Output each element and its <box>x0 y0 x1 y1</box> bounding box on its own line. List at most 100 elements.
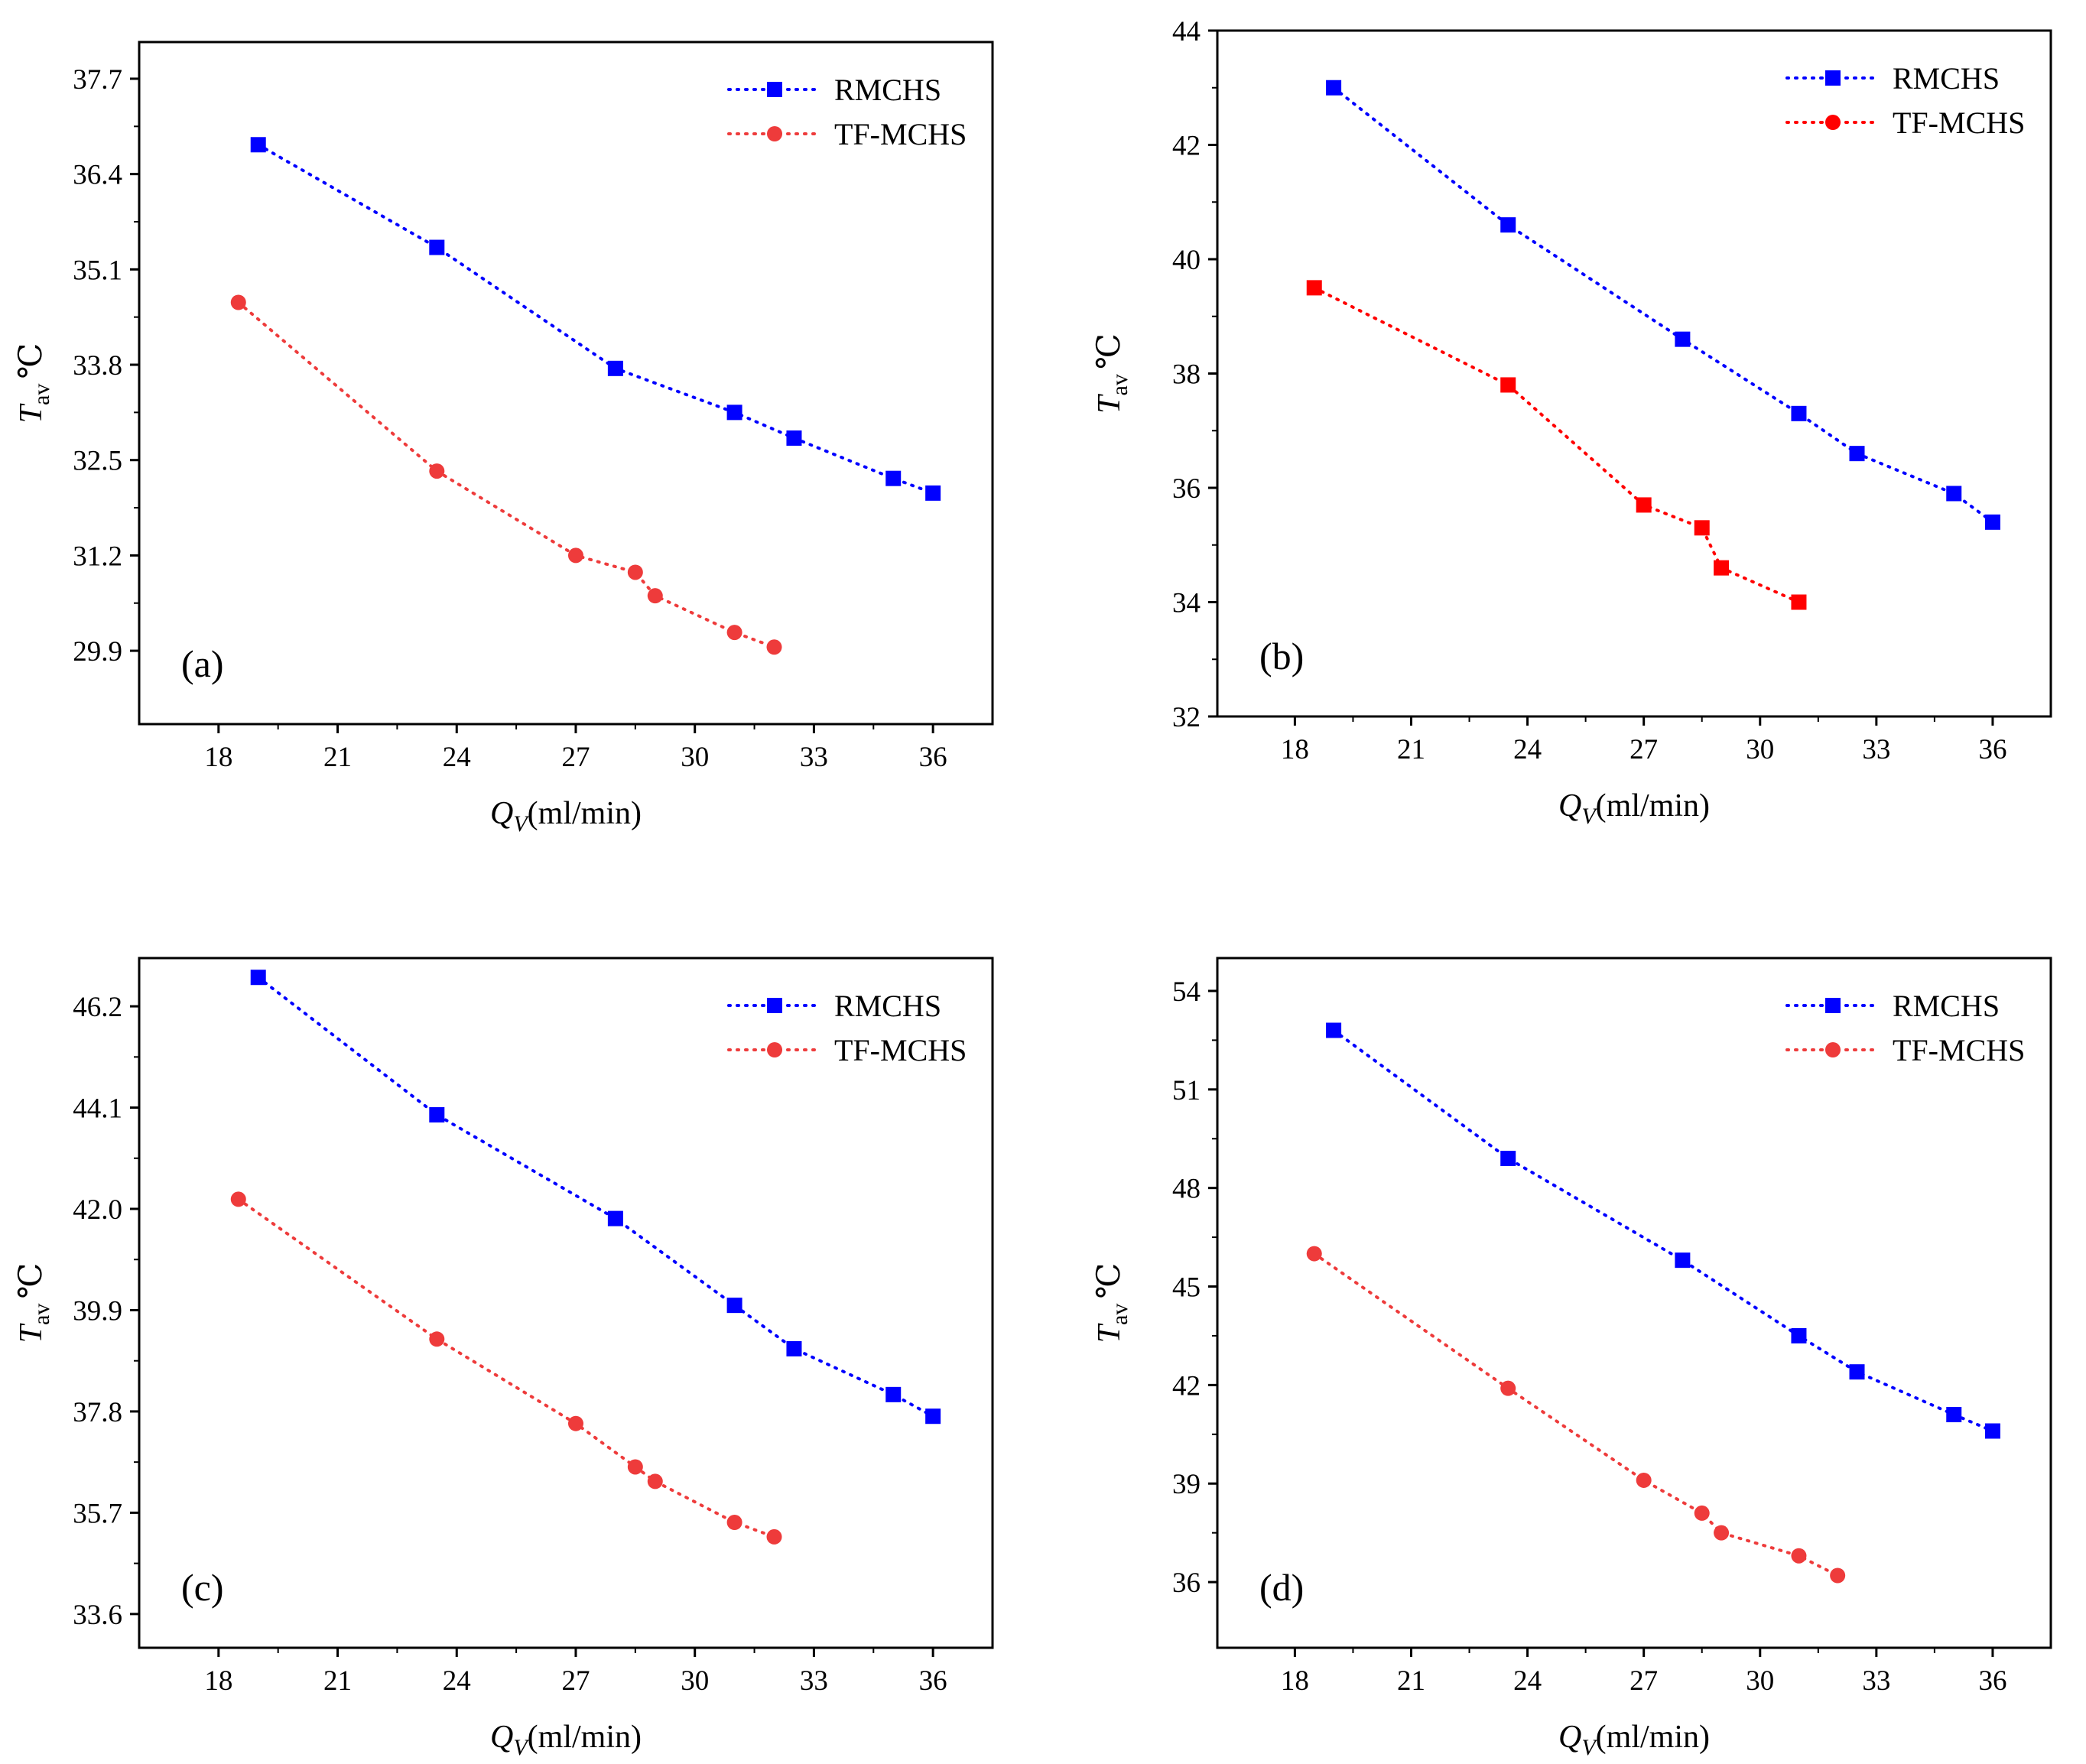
data-point-circle <box>726 625 742 641</box>
series-tf-mchs <box>230 294 782 655</box>
plot-frame <box>1216 957 2052 1649</box>
data-point-circle <box>429 1331 445 1347</box>
legend-marker <box>1825 1042 1841 1057</box>
y-axis-title: Tav℃ <box>1092 333 1132 414</box>
y-tick-label: 37.8 <box>73 1397 122 1428</box>
data-point-square <box>1946 1407 1962 1423</box>
y-tick-label: 36 <box>1172 1567 1201 1599</box>
x-tick-label: 18 <box>1281 734 1309 765</box>
x-tick-label: 33 <box>800 1665 828 1697</box>
data-point-square <box>1500 377 1516 393</box>
x-tick-label: 36 <box>919 742 947 773</box>
data-point-circle <box>230 1191 246 1207</box>
legend-marker <box>1825 998 1841 1013</box>
y-tick-label: 33.6 <box>73 1600 122 1631</box>
y-tick-label: 45 <box>1172 1272 1201 1304</box>
y-axis-title: Tav℃ <box>1092 1263 1132 1343</box>
data-point-square <box>1694 520 1710 536</box>
data-point-square <box>1849 446 1865 462</box>
y-tick-label: 34 <box>1172 588 1201 619</box>
data-point-circle <box>1306 1246 1322 1262</box>
data-point-square <box>1714 560 1730 576</box>
data-point-square <box>726 404 742 421</box>
x-tick-label: 27 <box>1629 1665 1658 1697</box>
data-point-circle <box>627 1459 643 1475</box>
data-point-square <box>1791 1327 1807 1343</box>
data-point-circle <box>567 547 583 564</box>
data-point-square <box>1946 486 1962 502</box>
y-tick-label: 42 <box>1172 1370 1201 1402</box>
legend-label: RMCHS <box>834 73 941 107</box>
plot-frame <box>138 957 994 1649</box>
chart-panel-3: 18 21 24 27 30 33 36 33.6 35.7 37.8 39.9 42.0 44.1 46… <box>14 957 994 1760</box>
legend-marker <box>767 998 782 1013</box>
series-line <box>236 300 776 649</box>
legend-entry-rmchs: RMCHS <box>727 989 941 1023</box>
legend-label: RMCHS <box>1893 989 2000 1023</box>
panel-label: (c) <box>181 1566 224 1609</box>
x-tick-label: 33 <box>1862 1665 1890 1697</box>
legend-label: RMCHS <box>834 989 941 1023</box>
series-rmchs <box>1326 1022 2000 1439</box>
x-tick-label: 33 <box>800 742 828 773</box>
series-tf-mchs <box>1306 1246 1846 1584</box>
y-tick-label: 37.7 <box>73 64 122 96</box>
panel-label: (a) <box>181 642 224 685</box>
data-point-square <box>1791 405 1807 421</box>
series-rmchs <box>250 970 941 1425</box>
series-line <box>256 143 935 495</box>
legend-entry-tf-mchs: TF-MCHS <box>727 1033 967 1067</box>
data-point-square <box>429 239 445 255</box>
y-tick-label: 39 <box>1172 1469 1201 1500</box>
y-tick-label: 33.8 <box>73 350 122 382</box>
series-tf-mchs <box>230 1191 782 1545</box>
x-tick-label: 30 <box>681 742 709 773</box>
data-point-square <box>1675 331 1691 347</box>
y-tick-label: 29.9 <box>73 636 122 668</box>
data-point-square <box>885 470 902 486</box>
x-tick-label: 36 <box>1978 734 2006 765</box>
series-rmchs <box>250 137 941 501</box>
legend-entry-tf-mchs: TF-MCHS <box>1785 106 2025 140</box>
legend-label: TF-MCHS <box>1893 1033 2025 1067</box>
x-tick-label: 21 <box>1397 734 1425 765</box>
data-point-circle <box>1714 1525 1730 1541</box>
x-tick-label: 24 <box>443 1665 471 1697</box>
data-point-square <box>925 485 941 501</box>
legend-marker <box>767 1042 782 1057</box>
data-point-circle <box>766 639 782 655</box>
legend-label: RMCHS <box>1893 61 2000 96</box>
data-point-square <box>726 1298 742 1314</box>
data-point-square <box>1306 280 1322 296</box>
y-tick-label: 35.7 <box>73 1498 122 1529</box>
y-axis-title: Tav℃ <box>14 343 54 424</box>
data-point-square <box>429 1107 445 1122</box>
series-tf-mchs <box>1306 280 1807 610</box>
data-point-square <box>786 430 802 446</box>
x-axis-title: QV(ml/min) <box>1558 1720 1710 1760</box>
data-point-square <box>1500 1151 1516 1167</box>
series-line <box>236 1197 776 1538</box>
series-line <box>1312 286 1801 604</box>
data-point-square <box>1791 594 1807 610</box>
legend-marker <box>767 82 782 97</box>
data-point-square <box>607 360 623 376</box>
data-point-circle <box>567 1415 583 1431</box>
data-point-square <box>1675 1252 1691 1269</box>
data-point-square <box>250 137 266 153</box>
data-point-square <box>607 1210 623 1226</box>
data-point-circle <box>1694 1505 1710 1521</box>
x-tick-label: 18 <box>204 1665 232 1697</box>
data-point-circle <box>647 1473 663 1489</box>
x-tick-label: 18 <box>1281 1665 1309 1697</box>
legend-label: TF-MCHS <box>834 117 967 151</box>
legend-label: TF-MCHS <box>1893 106 2025 140</box>
data-point-square <box>925 1408 941 1425</box>
x-tick-label: 24 <box>443 742 471 773</box>
data-point-square <box>1326 1022 1342 1038</box>
data-point-circle <box>647 588 663 604</box>
data-point-circle <box>429 463 445 479</box>
legend-marker <box>1825 70 1841 86</box>
data-point-square <box>1326 80 1342 96</box>
legend-entry-rmchs: RMCHS <box>1785 989 2000 1023</box>
